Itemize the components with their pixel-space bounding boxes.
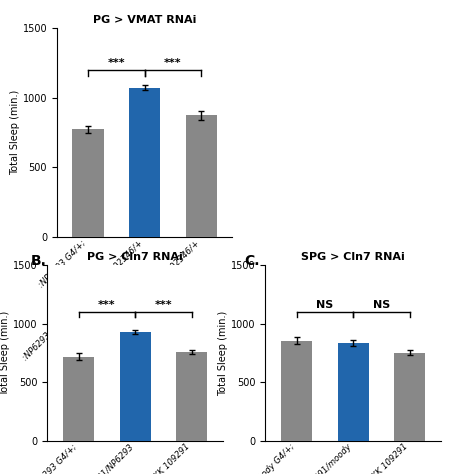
Title: SPG > Cln7 RNAi: SPG > Cln7 RNAi [301,252,405,262]
Bar [73,129,103,237]
Bar [281,341,312,441]
Bar [119,332,151,441]
Title: PG > VMAT RNAi: PG > VMAT RNAi [93,15,196,25]
Bar [63,356,94,441]
Text: ***: *** [164,58,182,68]
Bar [176,352,207,441]
Bar [129,88,160,237]
Y-axis label: Total Sleep (min.): Total Sleep (min.) [0,310,10,396]
Text: ***: *** [98,301,116,310]
Text: NS: NS [316,301,334,310]
Text: ***: *** [155,301,172,310]
Bar [394,353,425,441]
Bar [337,343,369,441]
Y-axis label: Total Sleep (min.): Total Sleep (min.) [10,90,20,175]
Bar [186,115,217,237]
Text: B.: B. [31,254,46,268]
Text: NS: NS [373,301,390,310]
Text: C.: C. [244,254,260,268]
Text: ***: *** [108,58,125,68]
Y-axis label: Total Sleep (min.): Total Sleep (min.) [219,310,228,396]
Title: PG > Cln7 RNAi: PG > Cln7 RNAi [87,252,183,262]
